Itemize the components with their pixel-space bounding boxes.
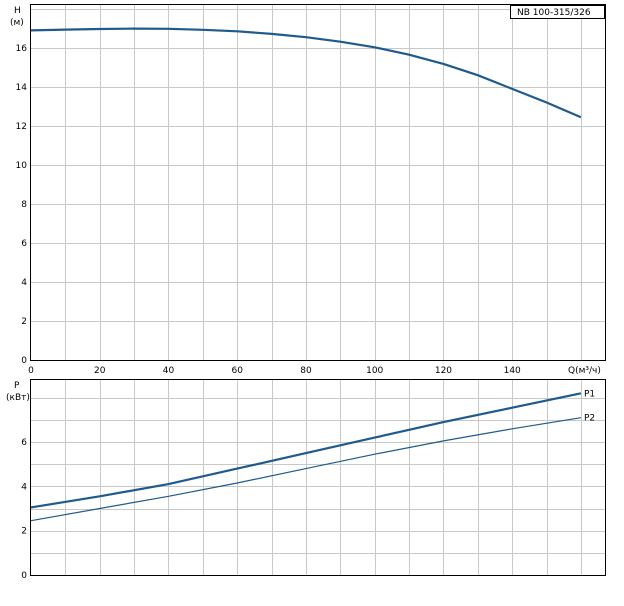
- head-chart-frame: [30, 4, 606, 361]
- head-x-tick-label: 120: [435, 366, 452, 376]
- series-label-p1: P1: [584, 389, 595, 399]
- head-axis-unit: (м): [10, 18, 24, 28]
- head-x-tick-label: 40: [163, 366, 175, 376]
- head-series-line: [30, 27, 582, 119]
- head-axis-label: H: [14, 6, 21, 16]
- head-x-tick-label: 20: [94, 366, 106, 376]
- power-axis-label: P: [14, 381, 20, 391]
- head-y-tick-label: 10: [16, 161, 28, 171]
- model-label-box: [510, 5, 605, 19]
- head-chart-x-ticks: 0 20 40 60 80 100 120 140: [28, 366, 521, 376]
- flow-axis-label: Q(м³/ч): [568, 366, 601, 376]
- head-x-tick-label: 0: [28, 366, 34, 376]
- head-y-tick-label: 16: [16, 44, 28, 54]
- head-chart-y-ticks: 0 2 4 6 8 10 12 14 16: [16, 44, 28, 366]
- head-x-tick-label: 100: [366, 366, 383, 376]
- power-series-line-p1: [30, 392, 582, 509]
- power-y-tick-label: 4: [21, 482, 27, 492]
- head-y-tick-label: 14: [16, 83, 28, 93]
- head-x-tick-label: 60: [232, 366, 244, 376]
- power-series-labels: P1 P2: [584, 389, 595, 423]
- head-y-tick-label: 12: [16, 122, 27, 132]
- head-y-tick-label: 6: [21, 239, 27, 249]
- series-label-p2: P2: [584, 414, 595, 424]
- head-y-tick-label: 0: [21, 356, 27, 366]
- power-chart-y-ticks: 0 2 4 6: [21, 438, 27, 581]
- power-axis-unit: (кВт): [6, 393, 30, 403]
- power-chart-frame: [30, 379, 606, 576]
- power-chart-series: [30, 392, 582, 522]
- power-y-tick-label: 0: [21, 571, 27, 581]
- power-y-tick-label: 2: [21, 527, 27, 537]
- head-chart-series: [30, 27, 582, 119]
- power-series-line-p2: [30, 417, 581, 522]
- model-label: NB 100-315/326: [517, 8, 591, 18]
- head-y-tick-label: 4: [21, 278, 27, 288]
- head-x-tick-label: 80: [300, 366, 312, 376]
- power-chart-grid: [31, 380, 605, 575]
- power-y-tick-label: 6: [21, 438, 27, 448]
- head-y-tick-label: 8: [21, 200, 27, 210]
- head-chart-grid: [31, 5, 605, 360]
- head-y-tick-label: 2: [21, 317, 27, 327]
- head-x-tick-label: 140: [504, 366, 521, 376]
